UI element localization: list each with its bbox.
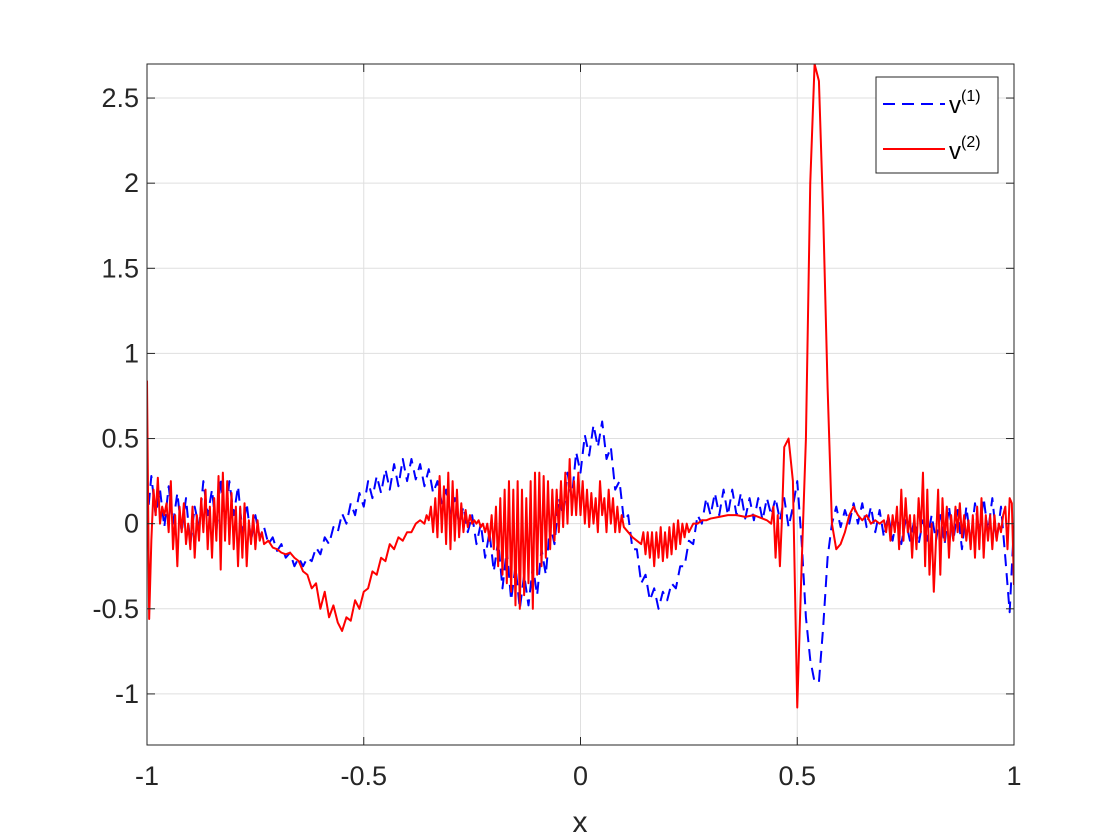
x-tick-label: 1 xyxy=(1006,761,1021,791)
x-tick-label: -1 xyxy=(135,761,159,791)
y-tick-label: 0 xyxy=(124,509,139,539)
legend-entry-v1: v(1) xyxy=(883,88,981,119)
y-tick-label: -1 xyxy=(115,679,139,709)
x-tick-label: 0 xyxy=(573,761,588,791)
legend-label-v1-base: v xyxy=(949,92,961,119)
legend-label-v2-sup: (2) xyxy=(961,134,981,151)
x-tick-label: 0.5 xyxy=(778,761,816,791)
legend-label-v1: v(1) xyxy=(949,88,981,119)
y-tick-label: 2.5 xyxy=(101,83,139,113)
x-tick-label: -0.5 xyxy=(340,761,387,791)
plot-series xyxy=(147,64,1014,709)
legend-box xyxy=(875,76,999,174)
y-tick-label: -0.5 xyxy=(92,594,139,624)
legend: v(1) v(2) xyxy=(875,76,999,174)
legend-label-v2: v(2) xyxy=(949,134,981,165)
series-line-v1 xyxy=(147,420,1014,684)
y-tick-label: 0.5 xyxy=(101,424,139,454)
y-tick-label: 1 xyxy=(124,338,139,368)
y-tick-label: 2 xyxy=(124,168,139,198)
axis-ticks: -1 -0.5 0 0.5 1 -1 -0.5 0 0.5 1 1.5 2 2.5 xyxy=(92,64,1022,791)
legend-label-v1-sup: (1) xyxy=(961,88,981,105)
x-axis-label: x xyxy=(573,806,588,839)
legend-label-v2-base: v xyxy=(949,138,961,165)
legend-entry-v2: v(2) xyxy=(883,134,981,165)
y-tick-label: 1.5 xyxy=(101,253,139,283)
series-line-v2 xyxy=(147,64,1014,709)
